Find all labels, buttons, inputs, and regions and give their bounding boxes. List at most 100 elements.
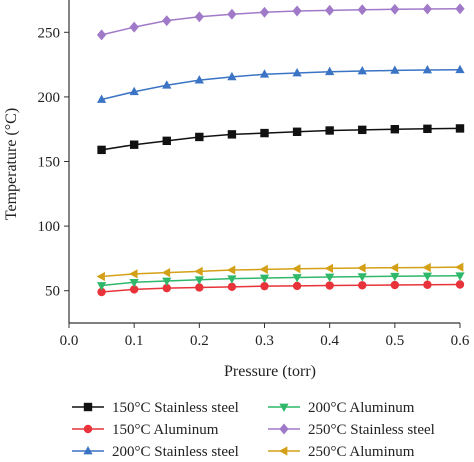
data-point xyxy=(227,71,237,81)
data-point xyxy=(357,263,366,273)
legend-item: 200°C Stainless steel xyxy=(72,444,239,460)
data-point xyxy=(194,276,204,285)
data-point xyxy=(455,272,465,281)
data-point xyxy=(162,277,172,287)
y-tick-label: 150 xyxy=(38,155,61,171)
data-point xyxy=(292,274,302,283)
data-point xyxy=(390,280,400,290)
legend-label: 250°C Aluminum xyxy=(308,444,415,460)
legend-item: 200°C Aluminum xyxy=(268,400,415,416)
data-point xyxy=(259,6,270,18)
data-point xyxy=(325,126,334,135)
data-point xyxy=(325,273,335,283)
y-axis: 50 100 150 200 250 xyxy=(38,0,70,323)
data-point xyxy=(292,5,302,17)
data-point xyxy=(227,130,237,139)
legend-marker xyxy=(279,403,289,413)
series-3 xyxy=(96,272,465,291)
legend-item: 150°C Stainless steel xyxy=(72,400,239,416)
data-point xyxy=(97,145,106,155)
data-point xyxy=(292,67,302,77)
series-line xyxy=(101,274,461,287)
legend-marker xyxy=(83,402,93,412)
data-point xyxy=(422,3,433,15)
data-point xyxy=(422,64,433,74)
data-point xyxy=(423,124,432,134)
y-axis-title: Temperature (°C) xyxy=(3,108,20,220)
data-point xyxy=(194,266,203,276)
data-point xyxy=(227,275,237,284)
data-point xyxy=(195,283,204,292)
data-point xyxy=(422,262,431,273)
data-point xyxy=(162,80,172,89)
legend-marker xyxy=(83,424,93,434)
data-point xyxy=(358,125,367,135)
data-point xyxy=(325,66,335,76)
data-point xyxy=(357,273,367,282)
x-tick-label: 0.1 xyxy=(125,333,144,349)
x-tick-label: 0.6 xyxy=(451,333,470,349)
series-line xyxy=(101,283,461,293)
data-point xyxy=(96,29,107,41)
x-tick-label: 0.2 xyxy=(190,333,209,349)
data-point xyxy=(129,285,139,294)
data-point xyxy=(162,15,172,27)
data-point xyxy=(455,124,465,133)
data-point xyxy=(227,8,237,20)
series-5 xyxy=(96,262,464,282)
data-point xyxy=(226,265,236,275)
data-point xyxy=(292,264,301,274)
data-point xyxy=(455,3,465,15)
data-point xyxy=(97,287,106,297)
x-tick-label: 0.5 xyxy=(385,333,404,349)
data-point xyxy=(292,127,302,136)
data-point xyxy=(194,75,204,84)
x-axis: 0.0 0.1 0.2 0.3 0.4 0.5 0.6 xyxy=(60,322,470,349)
data-point xyxy=(357,66,367,75)
data-point xyxy=(129,86,139,96)
data-point xyxy=(129,269,138,279)
data-point xyxy=(129,278,139,288)
data-point xyxy=(358,281,367,290)
y-tick-label: 100 xyxy=(38,219,61,235)
data-point xyxy=(455,64,465,74)
data-point xyxy=(96,271,105,282)
legend-item: 250°C Aluminum xyxy=(268,444,415,460)
data-point xyxy=(390,65,400,74)
data-point xyxy=(162,283,171,293)
plot-area xyxy=(96,3,465,297)
legend-marker xyxy=(83,445,93,455)
legend-item: 250°C Stainless steel xyxy=(268,422,435,438)
legend-label: 150°C Aluminum xyxy=(112,422,219,438)
data-point xyxy=(390,3,400,15)
data-point xyxy=(325,4,335,16)
data-point xyxy=(96,94,107,103)
y-tick-label: 250 xyxy=(38,25,61,41)
data-point xyxy=(260,128,269,138)
data-point xyxy=(96,282,107,291)
series-2 xyxy=(96,64,465,103)
data-point xyxy=(227,282,237,292)
series-4 xyxy=(96,3,465,41)
legend-marker xyxy=(279,423,289,435)
legend: 150°C Stainless steel 150°C Aluminum 200°C… xyxy=(72,400,435,460)
y-tick-label: 200 xyxy=(38,90,61,106)
legend-marker xyxy=(278,446,288,456)
data-point xyxy=(423,280,432,289)
series-0 xyxy=(97,124,465,155)
data-point xyxy=(357,4,367,16)
data-point xyxy=(292,281,302,291)
data-point xyxy=(260,281,269,291)
legend-label: 150°C Stainless steel xyxy=(112,400,239,416)
data-point xyxy=(259,274,270,284)
x-tick-label: 0.3 xyxy=(255,333,274,349)
data-point xyxy=(259,69,270,78)
series-line xyxy=(101,8,461,36)
series-line xyxy=(101,127,461,151)
series-line xyxy=(101,69,461,101)
series-1 xyxy=(97,280,465,297)
data-point xyxy=(324,263,334,273)
data-point xyxy=(259,264,268,275)
legend-label: 250°C Stainless steel xyxy=(308,422,435,438)
